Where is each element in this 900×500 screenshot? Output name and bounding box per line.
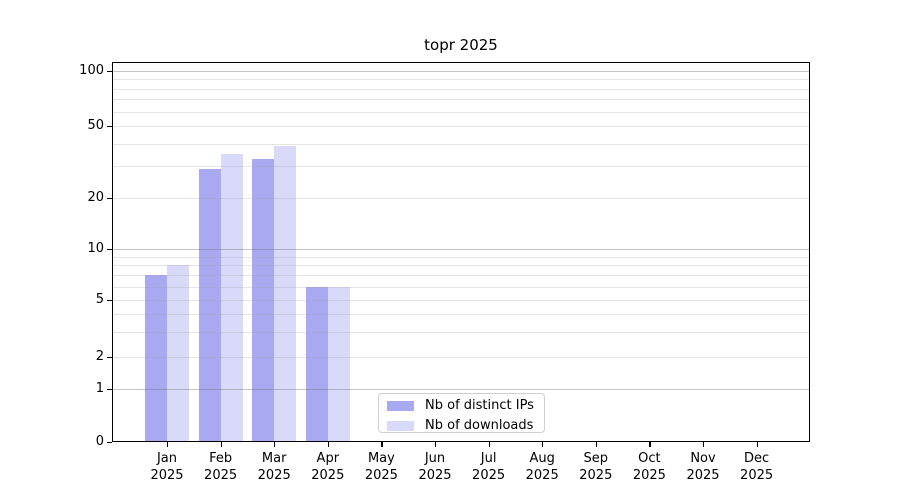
y-tick-mark [107,300,112,302]
x-month-label: Jan 2025 [135,451,199,484]
x-month-label: May 2025 [349,451,413,484]
y-tick-mark [107,71,112,73]
x-month-name: Jul [480,451,497,466]
x-month-name: Aug [529,451,555,466]
x-tick-mark [381,442,383,447]
x-tick-mark [220,442,222,447]
x-month-name: Feb [209,451,233,466]
y-tick-label: 100 [79,63,104,78]
legend-label: Nb of downloads [425,418,534,433]
legend: Nb of distinct IPs Nb of downloads [378,393,545,433]
x-month-label: Jun 2025 [403,451,467,484]
x-month-name: Jun [424,451,446,466]
legend-label: Nb of distinct IPs [425,398,534,413]
x-tick-mark [756,442,758,447]
x-month-label: Aug 2025 [510,451,574,484]
x-tick-mark [274,442,276,447]
x-month-name: Jan [156,451,178,466]
bar-distinct-ips [252,158,275,442]
x-tick-mark [542,442,544,447]
x-tick-mark [488,442,490,447]
x-tick-mark [435,442,437,447]
x-month-name: Mar [261,451,287,466]
bar-distinct-ips [198,168,221,442]
bars-layer [112,62,810,442]
y-tick-mark [107,126,112,128]
y-tick-label: 5 [95,292,104,307]
bar-downloads [220,154,243,442]
legend-swatch [387,421,414,431]
x-month-label: Oct 2025 [617,451,681,484]
x-month-name: May [367,451,395,466]
x-tick-mark [167,442,169,447]
x-month-name: Oct [638,451,661,466]
x-tick-mark [703,442,705,447]
y-tick-mark [107,389,112,391]
y-tick-label: 20 [87,190,104,205]
x-month-label: Sep 2025 [564,451,628,484]
bar-distinct-ips [305,286,328,442]
y-tick-mark [107,442,112,444]
bar-distinct-ips [145,275,167,442]
x-month-year: 2025 [257,467,291,483]
x-month-label: Feb 2025 [189,451,253,484]
x-month-year: 2025 [525,467,559,483]
plot-area: Nb of distinct IPs Nb of downloads [112,62,810,442]
y-tick-label: 0 [95,434,104,449]
x-month-year: 2025 [579,467,613,483]
legend-row: Nb of distinct IPs [379,398,544,414]
x-month-year: 2025 [311,467,345,483]
x-month-year: 2025 [364,467,398,483]
x-month-year: 2025 [150,467,184,483]
x-tick-mark [595,442,597,447]
x-month-name: Nov [690,451,716,466]
x-tick-mark [327,442,329,447]
x-month-label: Mar 2025 [242,451,306,484]
legend-swatch [387,401,414,411]
chart-title: topr 2025 [424,36,498,54]
x-month-label: Jul 2025 [457,451,521,484]
x-month-label: Dec 2025 [725,451,789,484]
x-month-year: 2025 [686,467,720,483]
x-month-year: 2025 [632,467,666,483]
bar-downloads [327,286,350,442]
y-tick-label: 50 [87,118,104,133]
x-tick-mark [649,442,651,447]
x-month-year: 2025 [418,467,452,483]
bar-downloads [274,145,297,442]
x-month-year: 2025 [740,467,774,483]
y-tick-mark [107,249,112,251]
bar-downloads [167,265,189,442]
x-month-label: Nov 2025 [671,451,735,484]
x-month-name: Sep [583,451,609,466]
y-tick-mark [107,198,112,200]
x-month-name: Dec [744,451,770,466]
y-tick-label: 10 [87,241,104,256]
y-tick-label: 1 [95,381,104,396]
x-month-label: Apr 2025 [296,451,360,484]
x-month-name: Apr [316,451,340,466]
x-month-year: 2025 [204,467,238,483]
legend-row: Nb of downloads [379,418,544,434]
x-month-year: 2025 [472,467,506,483]
y-tick-mark [107,357,112,359]
y-tick-label: 2 [95,349,104,364]
